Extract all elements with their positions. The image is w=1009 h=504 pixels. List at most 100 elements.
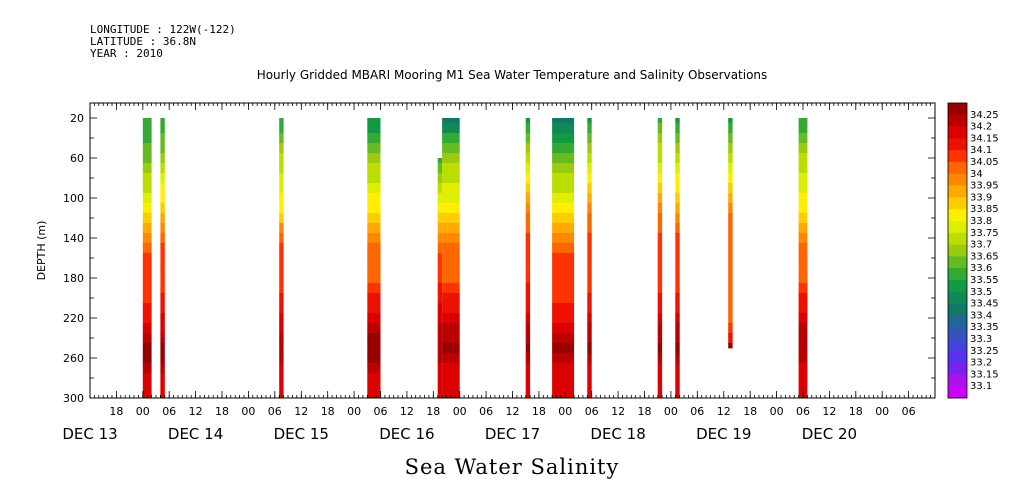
heatmap-cell-9-24 [657,353,663,364]
heatmap-cell-4-4 [437,158,443,164]
heatmap-cell-9-6 [657,173,663,184]
heatmap-cell-9-25 [657,363,663,374]
heatmap-cell-5-24 [442,353,460,364]
heatmap-cell-2-15 [279,263,284,274]
heatmap-cell-3-3 [367,143,381,154]
heatmap-cell-10-13 [675,243,680,254]
colorbar-swatch [948,386,967,399]
x-tick-label: 18 [849,405,863,418]
heatmap-cell-7-7 [552,183,575,194]
heatmap-cell-1-2 [160,133,165,144]
x-tick-label: 12 [611,405,625,418]
heatmap-cell-0-3 [142,143,152,154]
heatmap-cell-8-20 [587,313,592,324]
heatmap-cell-3-26 [367,373,381,384]
heatmap-cell-11-4 [728,153,733,164]
colorbar-swatch [948,362,967,375]
heatmap-cell-6-26 [525,373,531,384]
heatmap-cell-3-22 [367,333,381,344]
heatmap-cell-12-4 [798,153,808,164]
heatmap-cell-1-23 [160,343,165,354]
y-tick-label: 260 [63,352,84,365]
heatmap-cell-2-11 [279,223,284,234]
heatmap-cell-3-24 [367,353,381,364]
heatmap-cell-5-21 [442,323,460,334]
chart-title: Hourly Gridded MBARI Mooring M1 Sea Wate… [256,68,768,82]
heatmap-cell-2-8 [279,193,284,204]
heatmap-cell-3-8 [367,193,381,204]
heatmap-cell-8-26 [587,373,592,384]
heatmap-cell-9-1 [657,123,663,134]
colorbar-label: 33.8 [970,216,992,227]
heatmap-cell-1-28 [160,393,165,399]
heatmap-cell-6-4 [525,153,531,164]
heatmap-cell-10-1 [675,123,680,134]
heatmap-cell-12-18 [798,293,808,304]
heatmap-cell-7-17 [552,283,575,294]
heatmap-cell-1-4 [160,153,165,164]
heatmap-cell-7-3 [552,143,575,154]
heatmap-cell-1-27 [160,383,165,394]
heatmap-cell-7-0 [552,118,575,124]
heatmap-cell-9-15 [657,263,663,274]
heatmap-cell-2-6 [279,173,284,184]
colorbar-label: 34.15 [970,133,999,144]
heatmap-cell-2-7 [279,183,284,194]
heatmap-cell-3-7 [367,183,381,194]
heatmap-cell-5-16 [442,273,460,284]
heatmap-cell-4-7 [437,183,443,194]
heatmap-cell-8-12 [587,233,592,244]
heatmap-cell-1-24 [160,353,165,364]
heatmap-cell-12-23 [798,343,808,354]
heatmap-cell-7-21 [552,323,575,334]
heatmap-cell-7-19 [552,303,575,314]
heatmap-cell-0-4 [142,153,152,164]
heatmap-cell-5-20 [442,313,460,324]
heatmap-cell-5-2 [442,133,460,144]
heatmap-cell-9-14 [657,253,663,264]
heatmap-cell-4-14 [437,253,443,264]
heatmap-cell-8-17 [587,283,592,294]
heatmap-cell-7-22 [552,333,575,344]
heatmap-cell-12-25 [798,363,808,374]
heatmap-cell-6-5 [525,163,531,174]
heatmap-cell-6-1 [525,123,531,134]
heatmap-cell-2-5 [279,163,284,174]
y-tick-label: 300 [63,392,84,405]
heatmap-cell-0-2 [142,133,152,144]
heatmap-cell-7-16 [552,273,575,284]
colorbar-swatch [948,221,967,234]
heatmap-cell-12-19 [798,303,808,314]
heatmap-cell-2-12 [279,233,284,244]
heatmap-cell-1-26 [160,373,165,384]
heatmap-cell-1-11 [160,223,165,234]
heatmap-cell-7-26 [552,373,575,384]
heatmap-cell-2-23 [279,343,284,354]
heatmap-cell-4-9 [437,203,443,214]
heatmap-cell-3-21 [367,323,381,334]
heatmap-cell-8-25 [587,363,592,374]
heatmap-cell-5-18 [442,293,460,304]
heatmap-cell-9-0 [657,118,663,124]
heatmap-cell-8-22 [587,333,592,344]
data-layer [142,118,808,399]
heatmap-cell-0-12 [142,233,152,244]
heatmap-cell-1-3 [160,143,165,154]
heatmap-cell-10-28 [675,393,680,399]
heatmap-cell-4-19 [437,303,443,314]
colorbar-label: 33.55 [970,275,999,286]
heatmap-cell-10-20 [675,313,680,324]
heatmap-cell-11-16 [728,273,733,284]
heatmap-cell-10-11 [675,223,680,234]
heatmap-cell-2-25 [279,363,284,374]
heatmap-cell-12-16 [798,273,808,284]
heatmap-cell-9-28 [657,393,663,399]
heatmap-cell-4-18 [437,293,443,304]
y-tick-label: 220 [63,312,84,325]
heatmap-cell-9-7 [657,183,663,194]
heatmap-cell-10-2 [675,133,680,144]
heatmap-cell-10-22 [675,333,680,344]
colorbar-swatch [948,339,967,352]
heatmap-cell-9-27 [657,383,663,394]
